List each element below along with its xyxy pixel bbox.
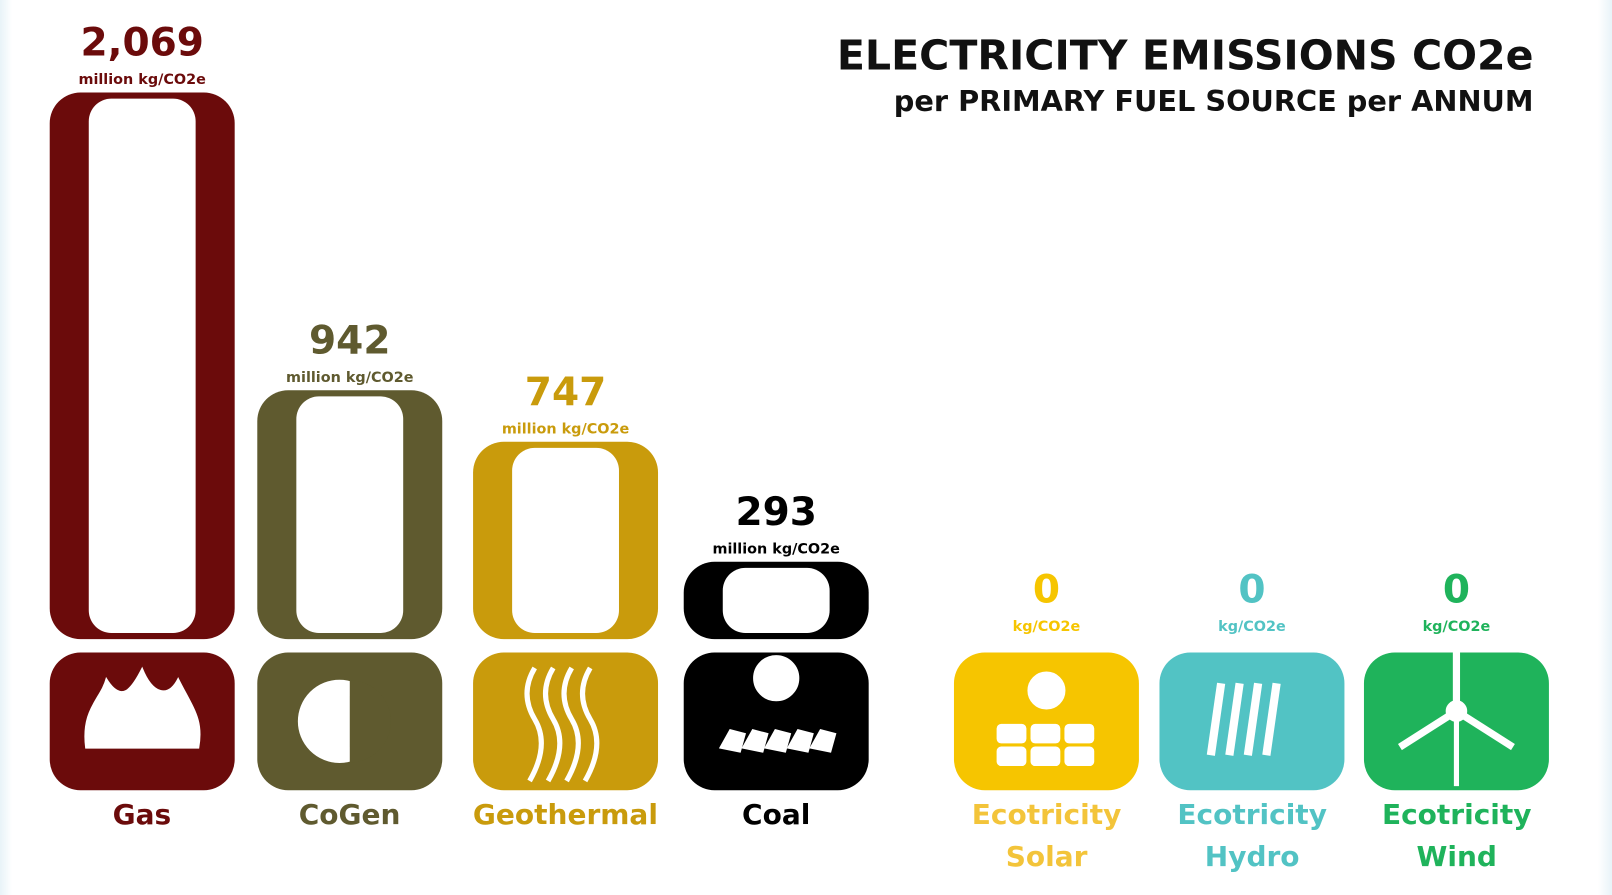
value-label: 0 — [1238, 567, 1265, 612]
category-label: Gas — [39, 794, 245, 836]
smoke — [512, 448, 619, 633]
panel — [997, 724, 1026, 742]
unit-label: kg/CO2e — [1218, 619, 1286, 635]
value-label: 2,069 — [80, 21, 203, 66]
unit-label: kg/CO2e — [1423, 619, 1491, 635]
smoke — [723, 568, 830, 633]
icon-box — [473, 652, 658, 790]
category-label: Ecotricity Solar — [944, 794, 1150, 878]
value-label: 942 — [309, 318, 390, 363]
unit-label: million kg/CO2e — [502, 421, 630, 437]
panel — [1031, 724, 1060, 742]
sun — [1028, 672, 1065, 709]
value-label: 747 — [525, 370, 606, 415]
value-label: 293 — [735, 490, 816, 535]
value-label: 0 — [1443, 567, 1470, 612]
chart-subtitle: per PRIMARY FUEL SOURCE per ANNUM — [894, 84, 1534, 118]
panel — [1065, 724, 1094, 742]
icon-glyph — [298, 680, 390, 762]
smoke — [296, 396, 403, 633]
page: ELECTRICITY EMISSIONS CO2e per PRIMARY F… — [0, 0, 1612, 895]
unit-label: million kg/CO2e — [712, 541, 840, 557]
category-label: Ecotricity Hydro — [1149, 794, 1355, 878]
chart: ELECTRICITY EMISSIONS CO2e per PRIMARY F… — [0, 0, 1612, 895]
panel — [1065, 747, 1094, 765]
unit-label: kg/CO2e — [1013, 619, 1081, 635]
value-label: 0 — [1033, 567, 1060, 612]
category-label: Geothermal — [463, 794, 669, 836]
category-label: CoGen — [247, 794, 453, 836]
smoke — [89, 99, 196, 633]
panel — [1031, 747, 1060, 765]
category-label: Ecotricity Wind — [1354, 794, 1560, 878]
unit-label: million kg/CO2e — [286, 370, 414, 386]
chart-title: ELECTRICITY EMISSIONS CO2e — [837, 32, 1534, 80]
smoke — [754, 656, 799, 701]
panel — [997, 747, 1026, 765]
category-label: Coal — [673, 794, 879, 836]
unit-label: million kg/CO2e — [78, 72, 206, 88]
